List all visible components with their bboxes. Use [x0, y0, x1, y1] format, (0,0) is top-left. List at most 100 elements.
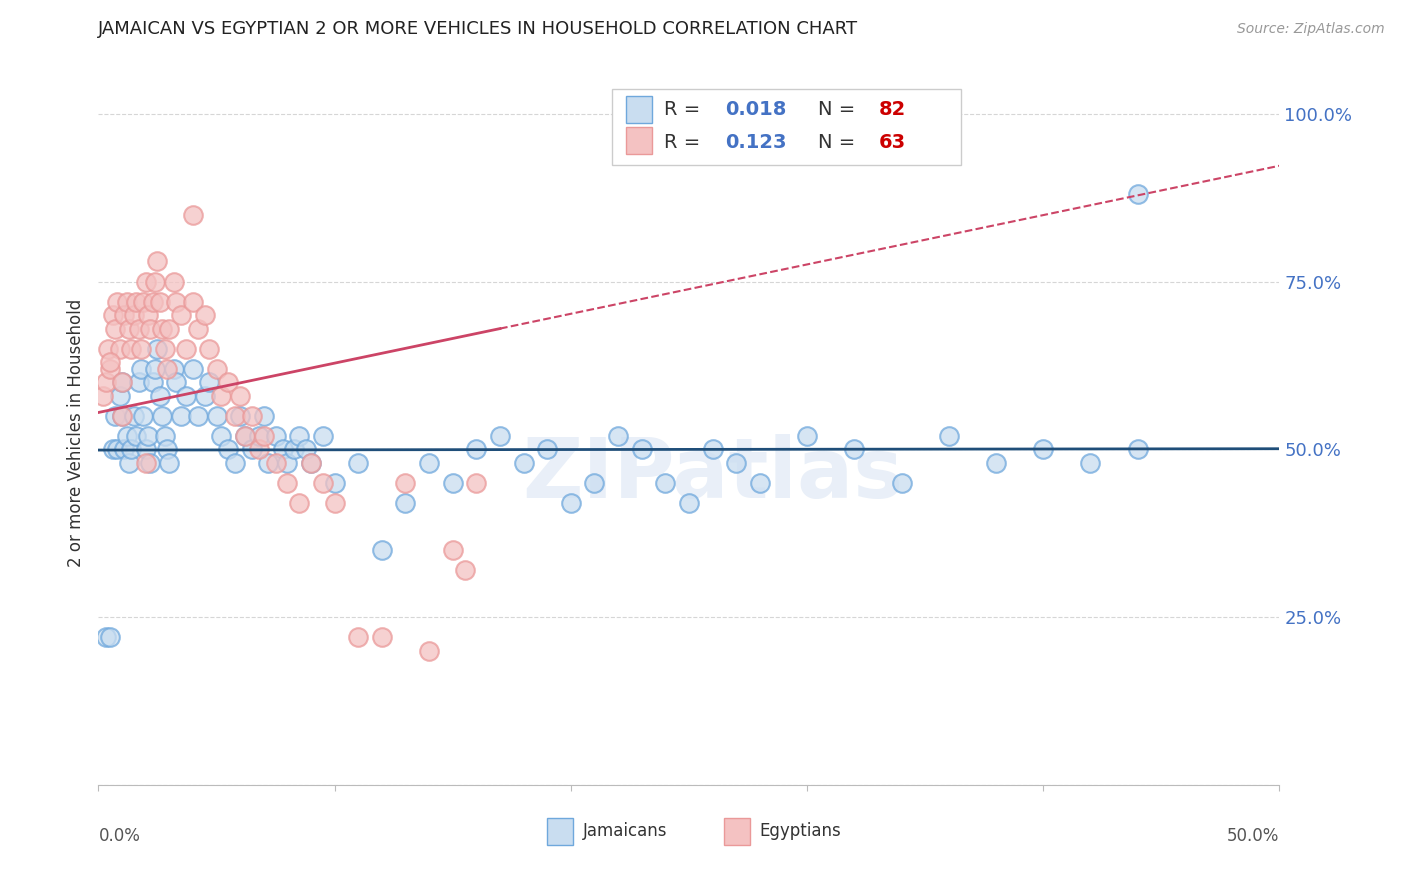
- Point: [796, 429, 818, 443]
- Point: [105, 442, 128, 457]
- Point: [217, 442, 239, 457]
- Point: [299, 456, 322, 470]
- Point: [98, 355, 121, 369]
- Point: [105, 294, 128, 309]
- Point: [394, 475, 416, 490]
- Point: [253, 409, 276, 423]
- Point: [1080, 456, 1102, 470]
- Point: [512, 456, 534, 470]
- Point: [489, 429, 512, 443]
- Text: 0.0%: 0.0%: [98, 827, 141, 846]
- Point: [122, 308, 145, 322]
- Point: [347, 630, 370, 644]
- Point: [271, 442, 294, 457]
- Point: [702, 442, 724, 457]
- Point: [139, 321, 162, 335]
- Point: [150, 409, 173, 423]
- Point: [181, 294, 204, 309]
- Point: [890, 475, 912, 490]
- Point: [187, 321, 209, 335]
- Point: [94, 630, 117, 644]
- Point: [129, 342, 152, 356]
- Point: [125, 294, 148, 309]
- Point: [583, 475, 606, 490]
- Point: [111, 409, 134, 423]
- Point: [149, 389, 172, 403]
- Point: [418, 456, 440, 470]
- Text: ZIPatlas: ZIPatlas: [522, 434, 903, 516]
- Point: [264, 456, 287, 470]
- Point: [257, 456, 280, 470]
- Point: [630, 442, 652, 457]
- Point: [135, 442, 157, 457]
- Point: [347, 456, 370, 470]
- Point: [224, 409, 246, 423]
- Text: 82: 82: [879, 100, 907, 119]
- Point: [136, 429, 159, 443]
- Point: [748, 475, 770, 490]
- Point: [97, 342, 120, 356]
- Point: [441, 543, 464, 558]
- Point: [288, 496, 311, 510]
- Point: [247, 429, 270, 443]
- Text: Jamaicans: Jamaicans: [582, 822, 666, 840]
- Point: [104, 321, 127, 335]
- Point: [115, 429, 138, 443]
- Text: R =: R =: [664, 100, 707, 119]
- Point: [143, 362, 166, 376]
- Point: [146, 342, 169, 356]
- Point: [146, 254, 169, 268]
- Point: [465, 475, 488, 490]
- Point: [371, 630, 394, 644]
- Point: [194, 389, 217, 403]
- Point: [1126, 442, 1149, 457]
- Point: [299, 456, 322, 470]
- FancyBboxPatch shape: [612, 89, 960, 165]
- Point: [157, 321, 180, 335]
- Point: [678, 496, 700, 510]
- Point: [115, 294, 138, 309]
- Point: [112, 308, 135, 322]
- Point: [247, 442, 270, 457]
- Text: 50.0%: 50.0%: [1227, 827, 1279, 846]
- Point: [1032, 442, 1054, 457]
- Point: [150, 321, 173, 335]
- Point: [1126, 187, 1149, 202]
- Bar: [547, 818, 574, 845]
- Text: 63: 63: [879, 133, 907, 152]
- Point: [108, 342, 131, 356]
- Point: [111, 376, 134, 390]
- Point: [129, 362, 152, 376]
- Point: [98, 362, 121, 376]
- Point: [135, 275, 157, 289]
- Point: [560, 496, 582, 510]
- Point: [153, 429, 176, 443]
- Point: [418, 644, 440, 658]
- Point: [198, 376, 221, 390]
- Point: [94, 376, 117, 390]
- Point: [205, 362, 228, 376]
- Point: [157, 456, 180, 470]
- Point: [101, 442, 124, 457]
- Point: [143, 275, 166, 289]
- Text: Source: ZipAtlas.com: Source: ZipAtlas.com: [1237, 22, 1385, 37]
- Point: [229, 409, 252, 423]
- Text: R =: R =: [664, 133, 707, 152]
- Point: [536, 442, 558, 457]
- Point: [112, 442, 135, 457]
- Point: [205, 409, 228, 423]
- Point: [984, 456, 1007, 470]
- Point: [153, 342, 176, 356]
- Point: [170, 409, 193, 423]
- Point: [323, 475, 346, 490]
- Text: JAMAICAN VS EGYPTIAN 2 OR MORE VEHICLES IN HOUSEHOLD CORRELATION CHART: JAMAICAN VS EGYPTIAN 2 OR MORE VEHICLES …: [98, 20, 859, 38]
- Point: [156, 442, 179, 457]
- Point: [174, 389, 197, 403]
- Point: [441, 475, 464, 490]
- Point: [938, 429, 960, 443]
- Point: [125, 429, 148, 443]
- Point: [156, 362, 179, 376]
- Point: [194, 308, 217, 322]
- Point: [163, 362, 186, 376]
- Point: [118, 321, 141, 335]
